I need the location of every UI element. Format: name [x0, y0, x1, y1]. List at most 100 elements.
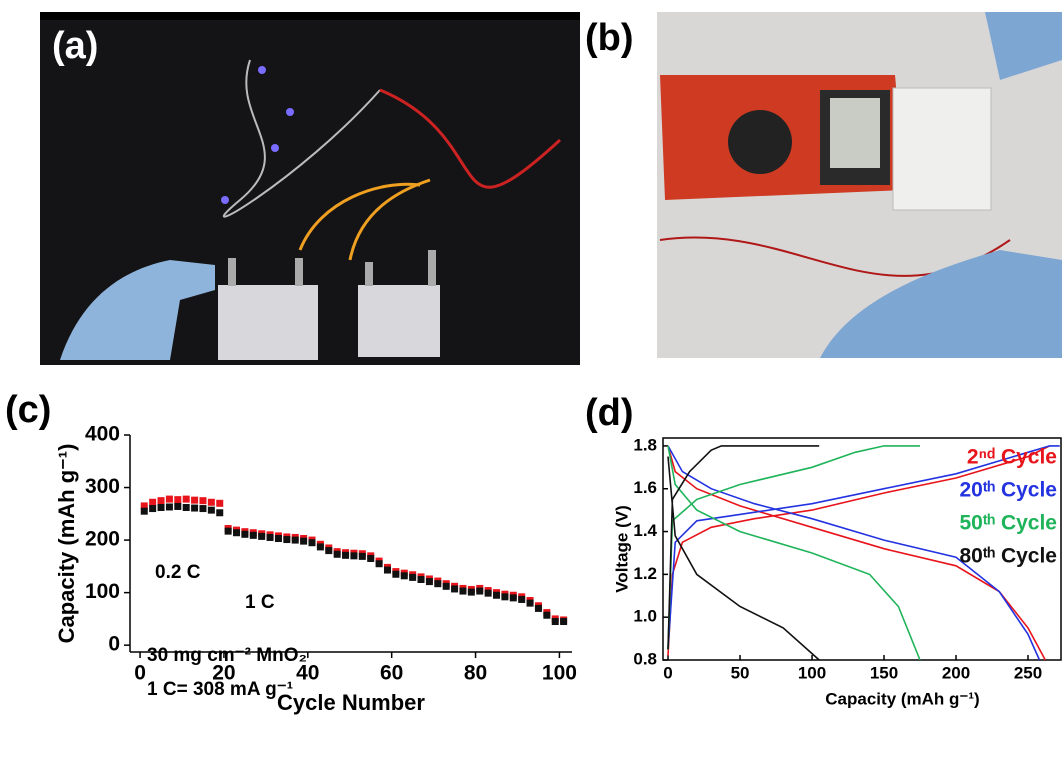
data-point: [291, 536, 299, 544]
x-tick-label: 80: [464, 662, 487, 685]
data-point: [207, 498, 215, 506]
y-tick-label: 1.0: [633, 607, 657, 626]
annotation: 30 mg cm⁻² MnO₂: [147, 645, 307, 666]
x-tick-label: 0: [663, 663, 672, 682]
y-tick-label: 1.8: [633, 435, 657, 454]
data-point: [543, 611, 551, 619]
series-line: [667, 445, 921, 661]
data-point: [207, 506, 215, 514]
data-point: [224, 527, 232, 535]
data-point: [417, 575, 425, 583]
x-tick-label: 20: [212, 662, 235, 685]
data-point: [182, 495, 190, 503]
data-point: [325, 547, 333, 555]
photo-a: (a): [40, 12, 580, 365]
panel-label: (a): [52, 25, 98, 67]
data-point: [182, 504, 190, 512]
data-point: [358, 552, 366, 560]
data-point: [308, 539, 316, 547]
data-point: [149, 498, 157, 506]
data-point: [442, 582, 450, 590]
x-tick-label: 150: [870, 663, 898, 682]
y-tick-label: 1.2: [633, 564, 657, 583]
data-point: [551, 618, 559, 626]
y-axis-label: Voltage (V): [612, 505, 631, 593]
series-line: [667, 445, 820, 661]
data-point: [375, 560, 383, 568]
annotation: 1 C: [245, 592, 275, 613]
x-axis-label: Capacity (mAh g⁻¹): [825, 689, 979, 708]
y-axis-label: Capacity (mAh g⁻¹): [54, 444, 79, 644]
data-point: [342, 551, 350, 559]
legend-entry: 2ⁿᵈ Cycle: [967, 446, 1057, 469]
data-point: [174, 502, 182, 510]
series-line: [667, 445, 1050, 661]
data-point: [333, 550, 341, 558]
x-tick-label: 60: [380, 662, 403, 685]
data-point: [191, 496, 199, 504]
data-point: [493, 591, 501, 599]
plot-frame: [662, 437, 1062, 661]
data-point: [560, 618, 568, 626]
y-tick-label: 400: [85, 423, 120, 446]
data-point: [509, 594, 517, 602]
y-tick-label: 100: [85, 580, 120, 603]
data-point: [300, 537, 308, 545]
data-point: [350, 552, 358, 560]
panel-label: (b): [585, 17, 634, 59]
data-point: [476, 587, 484, 595]
data-point: [274, 535, 282, 543]
data-point: [199, 497, 207, 505]
legend-entry: 80ᵗʰ Cycle: [959, 545, 1057, 568]
series-line: [667, 445, 1060, 661]
data-point: [518, 595, 526, 603]
data-point: [451, 585, 459, 593]
panel-label: (c): [5, 389, 51, 431]
data-point: [241, 530, 249, 538]
x-tick-label: 50: [731, 663, 750, 682]
x-tick-label: 40: [296, 662, 319, 685]
y-tick-label: 200: [85, 528, 120, 551]
legend-entry: 20ᵗʰ Cycle: [959, 479, 1057, 502]
y-tick-label: 0.8: [633, 649, 657, 668]
data-point: [157, 504, 165, 512]
data-point: [501, 593, 509, 601]
data-point: [400, 572, 408, 580]
legend-entry: 50ᵗʰ Cycle: [959, 512, 1057, 535]
data-point: [409, 573, 417, 581]
data-point: [526, 599, 534, 607]
data-point: [459, 587, 467, 595]
data-point: [191, 504, 199, 512]
data-point: [383, 566, 391, 574]
data-point: [467, 588, 475, 596]
x-tick-label: 100: [798, 663, 826, 682]
data-point: [140, 507, 148, 515]
data-point: [367, 554, 375, 562]
data-point: [484, 589, 492, 597]
y-tick-label: 1.6: [633, 478, 657, 497]
data-point: [165, 495, 173, 503]
y-tick-label: 0: [108, 633, 120, 656]
y-tick-label: 1.4: [633, 521, 657, 540]
data-point: [258, 532, 266, 540]
data-point: [199, 505, 207, 513]
data-point: [216, 509, 224, 517]
data-point: [174, 496, 182, 504]
panel-label: (d): [585, 392, 634, 434]
y-tick-label: 300: [85, 475, 120, 498]
annotation: 1 C= 308 mA g⁻¹: [147, 679, 293, 700]
annotation: 0.2 C: [155, 562, 201, 583]
x-axis-label: Cycle Number: [277, 690, 425, 715]
x-tick-label: 0: [134, 662, 146, 685]
x-tick-label: 100: [542, 662, 577, 685]
data-point: [216, 499, 224, 507]
data-point: [140, 502, 148, 510]
data-point: [283, 536, 291, 544]
photo-b: (b): [585, 12, 1062, 358]
x-tick-label: 250: [1014, 663, 1042, 682]
data-point: [157, 497, 165, 505]
data-point: [425, 578, 433, 586]
data-point: [149, 505, 157, 513]
data-point: [266, 533, 274, 541]
